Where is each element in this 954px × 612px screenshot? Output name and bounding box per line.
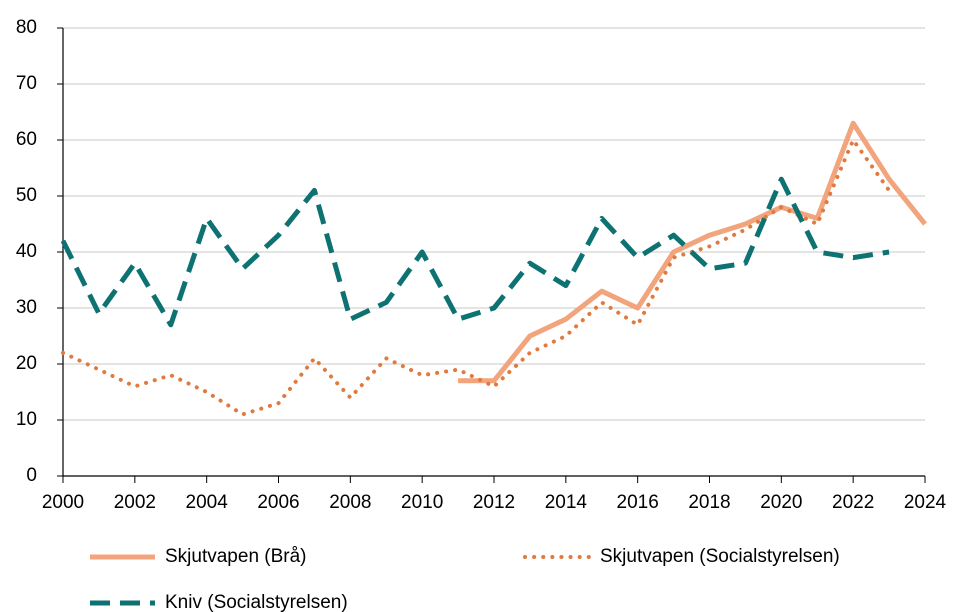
x-tick-label: 2012 — [473, 492, 515, 513]
x-tick-label: 2024 — [904, 492, 947, 513]
legend-label: Skjutvapen (Brå) — [165, 546, 307, 567]
x-tick-label: 2010 — [401, 492, 443, 513]
x-tick-label: 2000 — [42, 492, 84, 513]
y-tick-label: 60 — [16, 129, 37, 150]
y-tick-label: 70 — [16, 73, 37, 94]
legend-label: Kniv (Socialstyrelsen) — [165, 592, 348, 612]
x-tick-label: 2006 — [257, 492, 299, 513]
y-tick-label: 40 — [16, 241, 37, 262]
y-tick-label: 0 — [26, 465, 37, 486]
series-line — [458, 120, 927, 384]
legend-label: Skjutvapen (Socialstyrelsen) — [600, 546, 840, 567]
x-tick-label: 2004 — [186, 492, 229, 513]
series-line — [60, 176, 890, 328]
y-tick-label: 20 — [16, 353, 37, 374]
y-tick-label: 10 — [16, 409, 37, 430]
x-tick-label: 2002 — [114, 492, 156, 513]
x-tick-label: 2008 — [329, 492, 371, 513]
series-line — [61, 138, 892, 417]
y-tick-label: 30 — [16, 297, 37, 318]
x-tick-label: 2016 — [617, 492, 659, 513]
x-tick-label: 2014 — [545, 492, 588, 513]
x-tick-label: 2022 — [832, 492, 874, 513]
y-tick-label: 80 — [16, 17, 37, 38]
x-tick-label: 2018 — [688, 492, 730, 513]
y-tick-label: 50 — [16, 185, 37, 206]
x-tick-label: 2020 — [760, 492, 802, 513]
